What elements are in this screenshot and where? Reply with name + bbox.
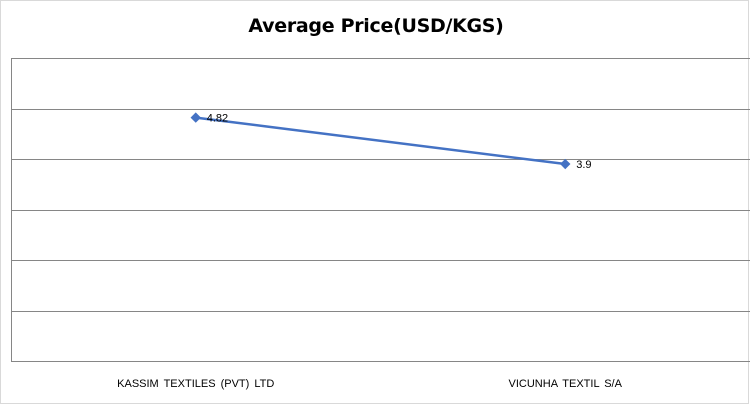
chart-title: Average Price(USD/KGS) xyxy=(248,15,504,37)
series-line-path xyxy=(195,116,566,166)
x-tick-label: KASSIM TEXTILES (PVT) LTD xyxy=(117,378,274,390)
gridlines xyxy=(11,58,750,362)
data-point-marker xyxy=(560,158,571,170)
data-label: 4.82 xyxy=(207,113,228,125)
series-line xyxy=(190,112,571,170)
labels: 4.82 3.9 KASSIM TEXTILES (PVT) LTD VICUNHA … xyxy=(117,113,622,390)
data-point-marker xyxy=(190,112,201,123)
x-tick-label: VICUNHA TEXTIL S/A xyxy=(509,378,623,390)
data-label: 3.9 xyxy=(576,159,591,171)
